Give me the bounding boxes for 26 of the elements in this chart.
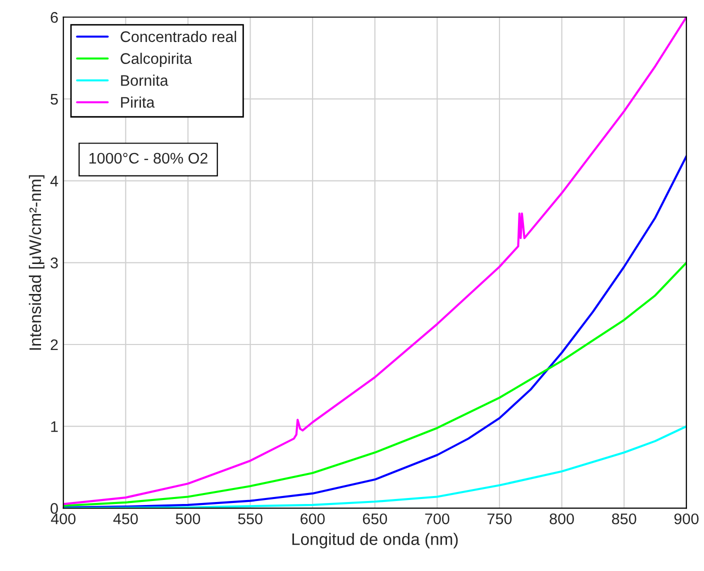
y-axis-title: Intensidad [μW/cm²-nm] xyxy=(28,175,44,350)
x-tick-label: 750 xyxy=(488,513,512,524)
legend-label: Pirita xyxy=(121,96,155,108)
x-tick-label: 900 xyxy=(674,513,699,524)
legend-label: Bornita xyxy=(121,74,168,86)
x-tick-label: 400 xyxy=(50,513,76,524)
x-axis-title: Longitud de onda (nm) xyxy=(292,532,458,548)
y-tick-label: 4 xyxy=(50,176,58,186)
x-tick-label: 600 xyxy=(300,513,325,524)
annotation: 1000°C - 80% O2 xyxy=(89,152,208,164)
x-tick-label: 650 xyxy=(362,513,388,524)
x-tick-label: 500 xyxy=(176,513,200,524)
y-tick-label: 3 xyxy=(50,258,58,268)
legend-label: Calcopirita xyxy=(120,52,192,67)
y-tick-label: 2 xyxy=(50,339,58,350)
x-tick-label: 550 xyxy=(238,513,262,524)
line-series xyxy=(63,17,686,506)
x-tick-label: 850 xyxy=(612,513,636,524)
y-tick-label: 1 xyxy=(51,421,58,432)
legend-label: Concentrado real xyxy=(120,30,236,42)
y-tick-label: 5 xyxy=(50,94,58,105)
x-tick-label: 700 xyxy=(425,513,450,524)
x-tick-label: 450 xyxy=(113,513,138,524)
y-tick-label: 0 xyxy=(50,503,58,514)
x-tick-label: 800 xyxy=(550,513,574,524)
y-tick-label: 6 xyxy=(50,12,58,23)
